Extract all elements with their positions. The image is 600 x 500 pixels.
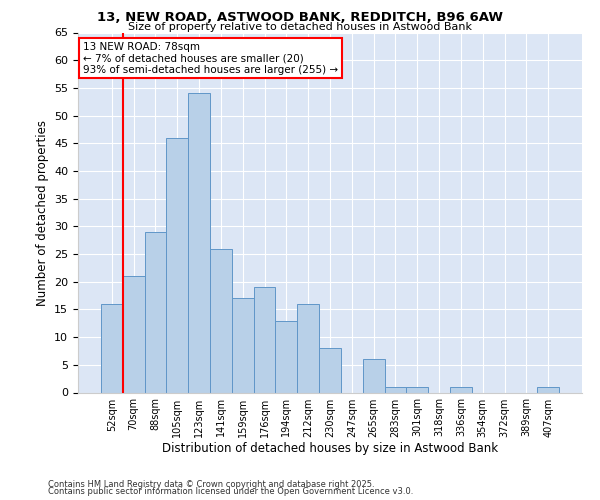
Bar	[319, 348, 341, 393]
Bar	[123, 276, 145, 392]
Bar	[101, 304, 123, 392]
Bar	[385, 387, 406, 392]
Y-axis label: Number of detached properties: Number of detached properties	[35, 120, 49, 306]
Bar	[363, 360, 385, 392]
Bar	[166, 138, 188, 392]
Bar	[275, 320, 297, 392]
Bar	[254, 288, 275, 393]
Text: Contains HM Land Registry data © Crown copyright and database right 2025.: Contains HM Land Registry data © Crown c…	[48, 480, 374, 489]
Bar	[450, 387, 472, 392]
Bar	[145, 232, 166, 392]
Bar	[188, 94, 210, 393]
Text: 13, NEW ROAD, ASTWOOD BANK, REDDITCH, B96 6AW: 13, NEW ROAD, ASTWOOD BANK, REDDITCH, B9…	[97, 11, 503, 24]
Text: Contains public sector information licensed under the Open Government Licence v3: Contains public sector information licen…	[48, 488, 413, 496]
Bar	[232, 298, 254, 392]
Bar	[537, 387, 559, 392]
X-axis label: Distribution of detached houses by size in Astwood Bank: Distribution of detached houses by size …	[162, 442, 498, 456]
Text: 13 NEW ROAD: 78sqm
← 7% of detached houses are smaller (20)
93% of semi-detached: 13 NEW ROAD: 78sqm ← 7% of detached hous…	[83, 42, 338, 74]
Bar	[297, 304, 319, 392]
Bar	[210, 248, 232, 392]
Bar	[406, 387, 428, 392]
Text: Size of property relative to detached houses in Astwood Bank: Size of property relative to detached ho…	[128, 22, 472, 32]
